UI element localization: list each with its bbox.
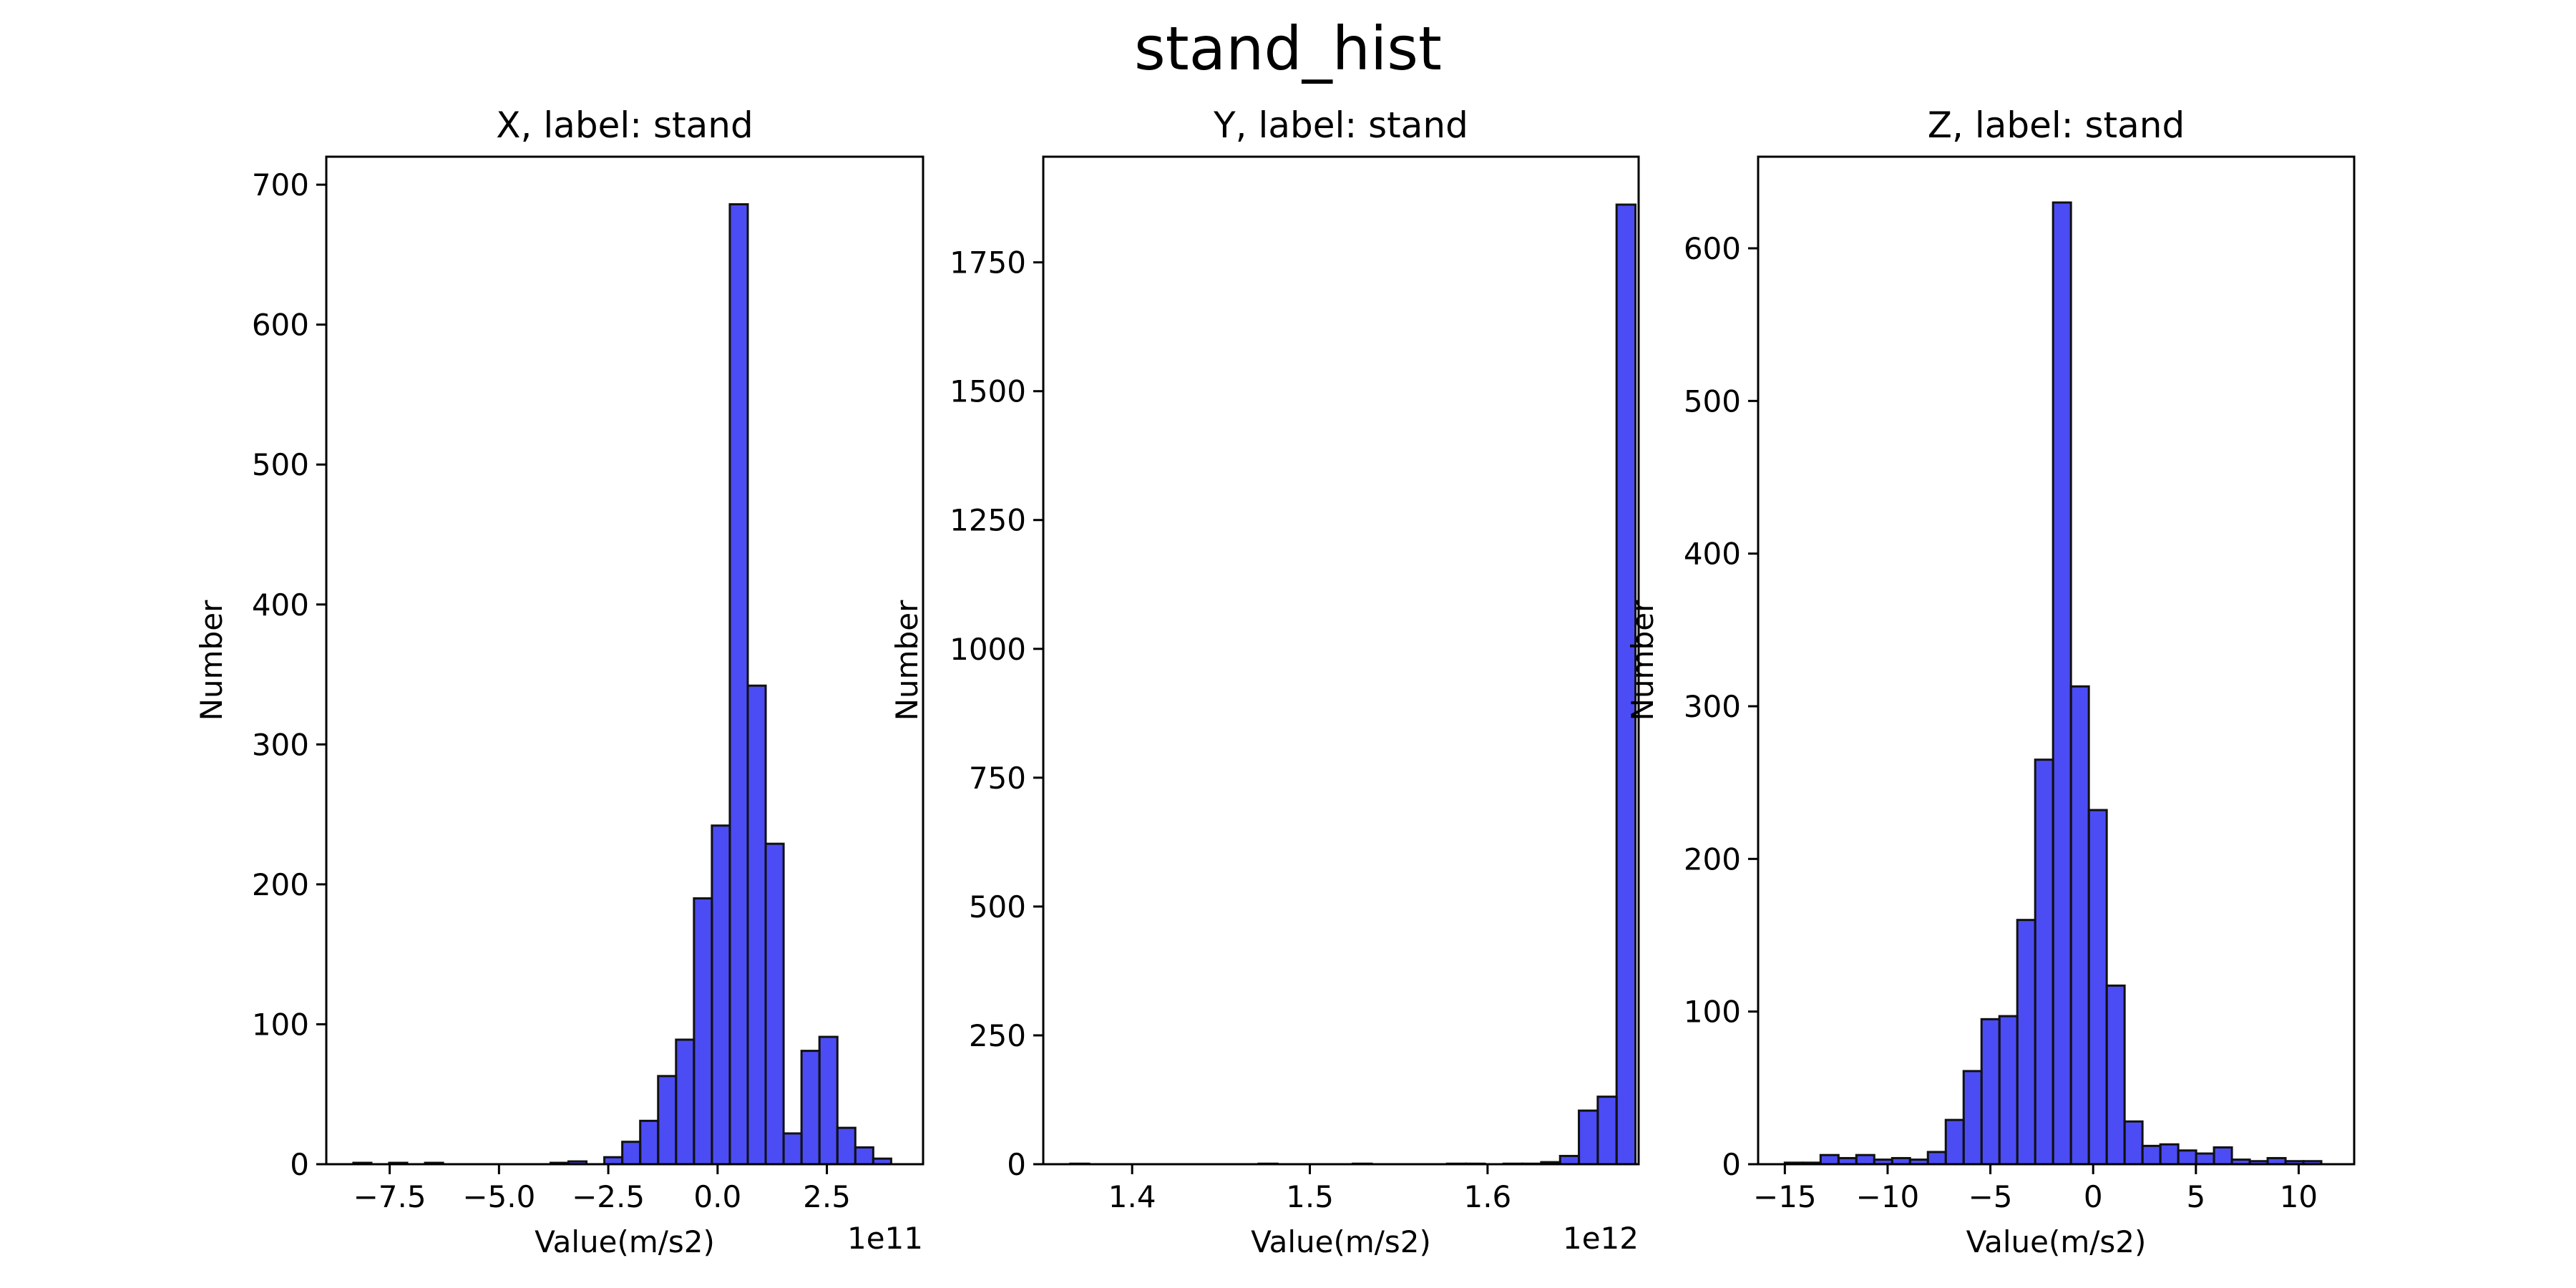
y-tick-label: 200 [252,867,309,902]
histogram-bar [764,842,785,1166]
histogram-bar [675,1038,696,1166]
histogram-bar [1962,1070,1983,1166]
x-axis-label: Value(m/s2) [1251,1224,1431,1259]
histogram-bar [728,203,749,1166]
histogram-bar [2177,1149,2197,1166]
y-tick-label: 700 [252,167,309,203]
histogram-bar [621,1141,642,1166]
x-tick-label: −15 [1753,1179,1817,1214]
y-tick-label: 1750 [950,245,1026,280]
x-tick-label: 1.4 [1108,1179,1156,1214]
y-tick-label: 250 [969,1018,1026,1053]
y-tick-label: 500 [969,889,1026,924]
y-axis-label: Number [1625,600,1660,721]
histogram-bar [1855,1153,1875,1166]
y-tick-label: 400 [252,587,309,623]
y-tick-label: 300 [252,727,309,762]
histogram-bar [2123,1120,2144,1166]
histogram-bar [836,1126,857,1166]
histogram-bar [782,1132,803,1166]
x-tick-label: 1.5 [1286,1179,1334,1214]
histogram-bar [854,1146,874,1166]
histogram-bar [1558,1154,1581,1166]
x-tick-label: 0.0 [693,1179,741,1214]
histogram-bar [1926,1151,1947,1166]
subplot-y: 1.4 1.5 1.6 0 250 500 750 1000 1250 1500 1750 Y, la… [889,104,1640,1259]
y-tick-label: 400 [1684,537,1741,572]
histogram-bar [1980,1018,2001,1166]
subplot-title: Y, label: stand [1213,104,1468,146]
histogram-bar [800,1050,821,1166]
histogram-bar [2159,1143,2180,1166]
y-tick-label: 0 [1007,1147,1026,1182]
y-tick-label: 200 [1684,841,1741,877]
plot-frame [325,155,924,1166]
histogram-bar [2141,1144,2162,1166]
histogram-bar [1596,1096,1618,1166]
y-tick-label: 1250 [950,503,1026,538]
x-tick-label: 0 [2084,1179,2103,1214]
x-tick-label: 5 [2186,1179,2205,1214]
y-tick-label: 0 [1722,1147,1741,1182]
x-tick-label: 1.6 [1463,1179,1511,1214]
y-tick-label: 100 [252,1007,309,1042]
subplot-title: X, label: stand [496,104,753,146]
x-tick-label: −5 [1968,1179,2013,1214]
x-tick-label: −5.0 [462,1179,535,1214]
histogram-bar [2195,1152,2215,1166]
figure-title: stand_hist [1134,14,1442,84]
y-tick-label: 500 [1684,384,1741,419]
histogram-bar [2212,1146,2233,1166]
y-tick-label: 100 [1684,995,1741,1030]
histogram-bar [2087,809,2108,1166]
x-tick-label: 2.5 [803,1179,851,1214]
x-tick-label: −7.5 [353,1179,426,1214]
y-tick-label: 600 [1684,231,1741,266]
histogram-bar [2105,984,2126,1166]
x-tick-label: 10 [2280,1179,2318,1214]
histogram-bar [639,1119,660,1166]
histogram-bar [2051,201,2072,1166]
histogram-bar [746,684,767,1166]
x-tick-label: −10 [1856,1179,1920,1214]
y-tick-label: 1000 [950,632,1026,667]
histogram-bar [711,824,731,1166]
histogram-bar [1578,1109,1599,1166]
plot-frame [1757,155,2356,1166]
histogram-bar [2034,758,2054,1166]
x-tick-label: −2.5 [572,1179,645,1214]
histogram-bar [693,897,713,1166]
x-axis-label: Value(m/s2) [1966,1224,2147,1259]
histogram-bar [2069,685,2090,1166]
subplot-title: Z, label: stand [1928,104,2185,146]
histogram-bar [818,1035,839,1166]
histogram-bar [2016,919,2036,1166]
histogram-bar [1819,1153,1840,1166]
y-tick-label: 500 [252,447,309,482]
histogram-bar [1944,1118,1965,1166]
y-tick-label: 300 [1684,689,1741,724]
histogram-bar [1998,1015,2019,1166]
y-axis-label: Number [194,600,229,721]
x-offset-text: 1e12 [1563,1221,1639,1256]
histogram-bar [657,1075,678,1166]
y-tick-label: 750 [969,761,1026,796]
y-tick-label: 0 [290,1147,309,1182]
y-tick-label: 600 [252,308,309,343]
histogram-bar [1615,203,1637,1166]
y-tick-label: 1500 [950,374,1026,409]
y-axis-label: Number [889,600,924,721]
x-offset-text: 1e11 [847,1221,923,1256]
plot-frame [1042,155,1640,1166]
x-axis-label: Value(m/s2) [535,1224,715,1259]
subplot-x: −7.5 −5.0 −2.5 0.0 2.5 0 100 200 300 400 500 600 700… [194,104,924,1259]
